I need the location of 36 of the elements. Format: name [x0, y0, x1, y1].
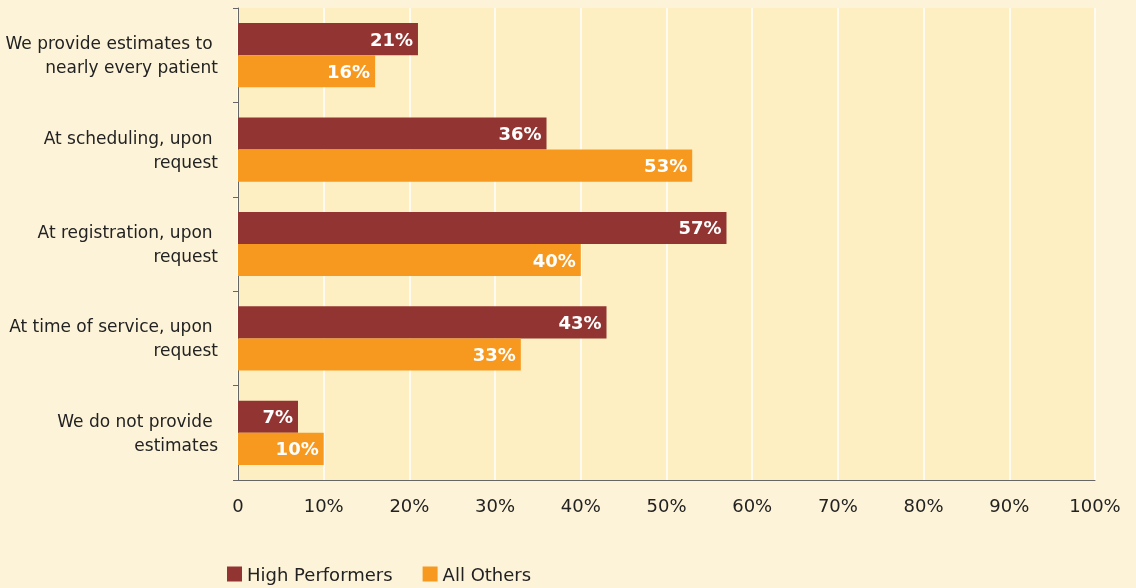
data-label: 40%: [532, 249, 576, 271]
bar: [238, 306, 607, 339]
y-tick-label: At scheduling, upon request: [43, 127, 219, 172]
x-tick-label: 50%: [646, 494, 687, 516]
x-tick-label: 20%: [389, 494, 430, 516]
bar: [238, 117, 547, 150]
data-label: 16%: [327, 60, 371, 82]
x-tick-label: 90%: [989, 494, 1030, 516]
x-tick-label: 100%: [1069, 494, 1121, 516]
bar: [238, 149, 693, 182]
data-label: 43%: [558, 311, 602, 333]
legend-label: All Others: [442, 563, 532, 585]
x-tick-label: 10%: [303, 494, 344, 516]
legend-label: High Performers: [247, 563, 393, 585]
data-label: 7%: [262, 406, 293, 428]
bar: [238, 211, 727, 244]
data-label: 21%: [369, 28, 413, 50]
y-tick-label: At time of service, upon request: [9, 316, 219, 361]
data-label: 10%: [275, 438, 319, 460]
bar: [238, 55, 376, 88]
y-tick-label: We do not provide estimates: [57, 410, 219, 455]
x-tick-label: 0: [232, 494, 244, 516]
x-tick-label: 30%: [475, 494, 516, 516]
x-tick-label: 70%: [817, 494, 858, 516]
bar: [238, 244, 581, 277]
data-label: 33%: [472, 343, 516, 365]
data-label: 36%: [498, 123, 542, 145]
x-tick-label: 60%: [732, 494, 773, 516]
data-label: 57%: [678, 217, 722, 239]
bar: [238, 338, 521, 371]
y-tick-label: At registration, upon request: [37, 222, 219, 266]
y-tick-label: We provide estimates to nearly every patient: [5, 33, 219, 78]
data-label: 53%: [644, 155, 688, 177]
bar: [238, 23, 418, 56]
x-tick-label: 80%: [903, 494, 944, 516]
x-tick-label: 40%: [560, 494, 601, 516]
